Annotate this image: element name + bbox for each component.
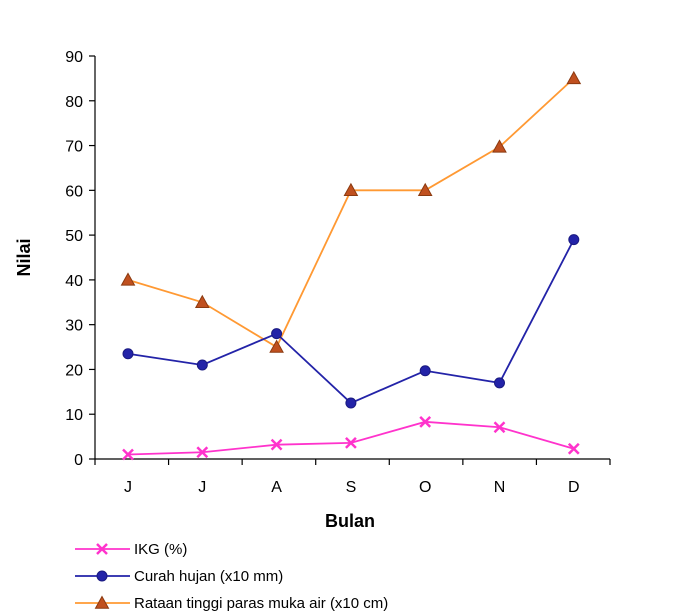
- x-tick-label: A: [271, 479, 282, 496]
- data-point: [196, 359, 208, 371]
- data-point: [419, 365, 431, 377]
- y-tick-label: 50: [65, 228, 83, 245]
- y-axis-title: Nilai: [14, 238, 34, 276]
- legend-item: Curah hujan (x10 mm): [75, 568, 283, 585]
- series-2: [120, 70, 582, 353]
- data-point: [96, 570, 108, 582]
- series-line: [127, 420, 575, 456]
- legend-label: Curah hujan (x10 mm): [134, 568, 283, 585]
- x-tick-label: N: [494, 479, 506, 496]
- x-tick-label: J: [198, 479, 206, 496]
- data-point: [194, 294, 210, 308]
- data-point: [343, 182, 359, 197]
- series-1: [122, 234, 580, 409]
- data-point: [417, 182, 433, 197]
- data-point: [96, 543, 108, 555]
- y-tick-label: 70: [65, 139, 83, 156]
- x-axis-title: Bulan: [325, 511, 375, 531]
- data-point: [566, 70, 582, 85]
- series-line: [127, 77, 575, 349]
- y-tick-label: 80: [65, 94, 83, 111]
- data-point: [568, 234, 580, 246]
- y-tick-label: 60: [65, 183, 83, 200]
- y-tick-label: 20: [65, 362, 83, 379]
- series-layer: [120, 70, 582, 461]
- data-point: [494, 377, 505, 389]
- y-tick-label: 30: [65, 318, 83, 335]
- y-tick-label: 10: [65, 407, 83, 424]
- legend-label: IKG (%): [134, 541, 187, 558]
- data-point: [271, 328, 283, 340]
- data-point: [269, 339, 284, 353]
- data-point: [122, 448, 134, 461]
- data-point: [567, 442, 580, 455]
- data-point: [122, 348, 134, 360]
- y-tick-label: 0: [74, 452, 83, 469]
- data-point: [270, 438, 283, 451]
- x-tick-label: O: [419, 479, 431, 496]
- data-point: [94, 595, 110, 609]
- x-tick-label: D: [568, 479, 580, 496]
- data-point: [493, 421, 506, 434]
- series-line: [127, 239, 575, 405]
- y-tick-label: 90: [65, 49, 83, 66]
- y-axis: 0 10 20 30 40 50 60 70 80 90: [65, 49, 96, 469]
- data-point: [120, 272, 136, 286]
- legend-item: Rataan tinggi paras muka air (x10 cm): [75, 595, 388, 612]
- legend-label: Rataan tinggi paras muka air (x10 cm): [134, 595, 388, 612]
- data-point: [196, 446, 209, 459]
- x-tick-label: S: [346, 479, 357, 496]
- legend: IKG (%) Curah hujan (x10 mm) Rataan tinggi…: [75, 541, 388, 612]
- data-point: [492, 139, 507, 153]
- data-point: [345, 397, 357, 409]
- series-0: [122, 415, 580, 461]
- y-tick-label: 40: [65, 273, 83, 290]
- legend-item: IKG (%): [75, 541, 187, 558]
- x-tick-label: J: [124, 479, 132, 496]
- data-point: [345, 436, 357, 449]
- data-point: [419, 415, 432, 428]
